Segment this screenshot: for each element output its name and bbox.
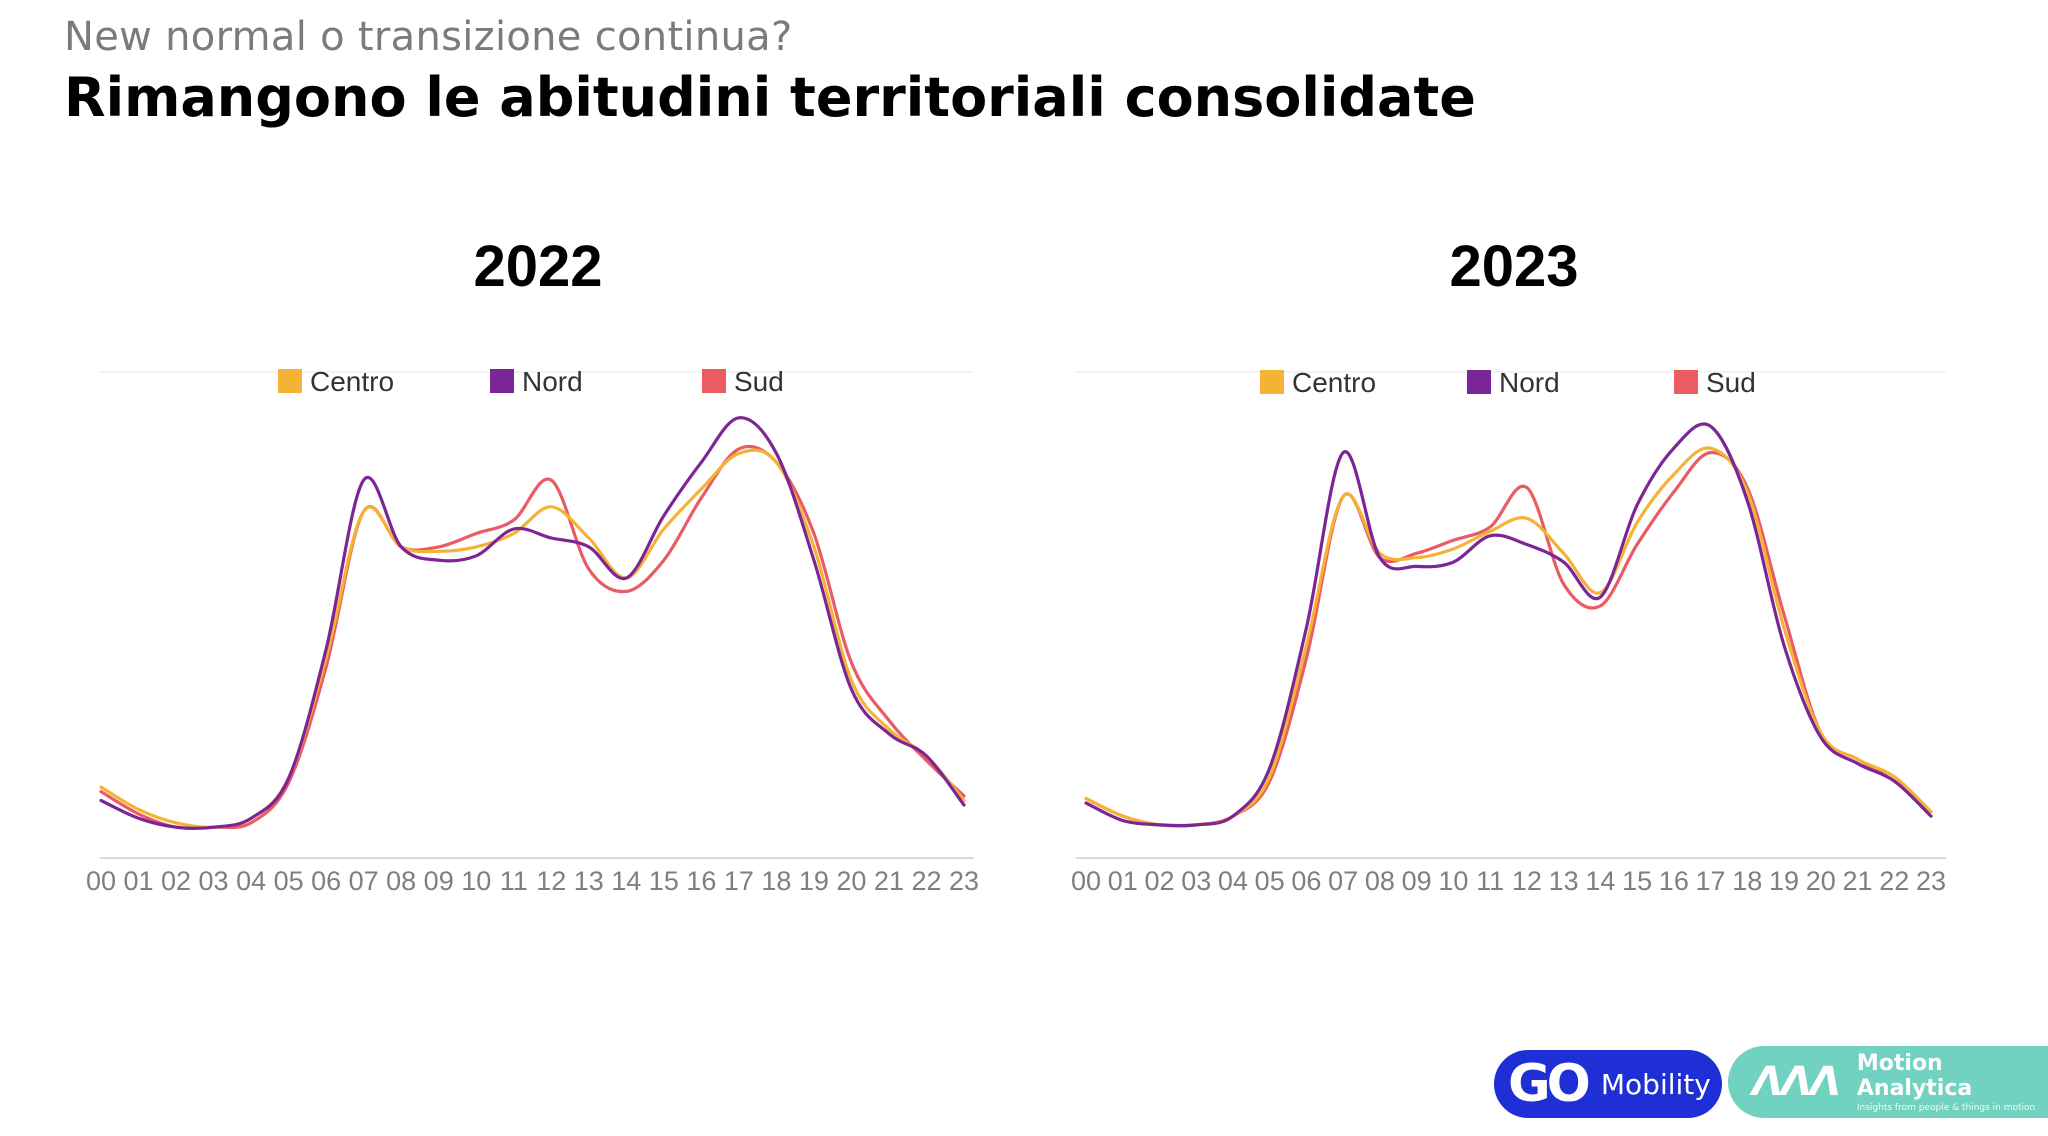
x-tick-label: 19	[799, 866, 829, 896]
motion-analytica-logo-mark: ΛΛΛ	[1752, 1059, 1841, 1105]
x-tick-label: 12	[1512, 866, 1542, 896]
x-tick-label: 08	[1365, 866, 1395, 896]
x-tick-label: 13	[574, 866, 604, 896]
x-tick-label: 04	[236, 866, 266, 896]
x-tick-label: 00	[1071, 866, 1101, 896]
go-mobility-logo: GO Mobility	[1494, 1050, 1722, 1118]
legend-swatch-nord	[490, 369, 514, 393]
x-tick-label: 05	[1255, 866, 1285, 896]
x-tick-label: 09	[1402, 866, 1432, 896]
x-tick-label: 11	[1476, 866, 1504, 896]
chart-title: 2023	[1449, 234, 1578, 299]
x-tick-label: 17	[1696, 866, 1726, 896]
x-tick-label: 14	[1585, 866, 1615, 896]
slide-title: Rimangono le abitudini territoriali cons…	[64, 66, 1476, 129]
legend-swatch-centro	[1260, 370, 1284, 394]
x-tick-label: 16	[686, 866, 716, 896]
motion-analytica-title: Motion Analytica	[1856, 1051, 1973, 1101]
legend-label-nord: Nord	[522, 366, 583, 397]
x-tick-label: 22	[1879, 866, 1909, 896]
motion-analytica-logo: ΛΛΛ Motion Analytica Insights from peopl…	[1728, 1046, 2048, 1118]
x-tick-label: 06	[1291, 866, 1321, 896]
x-tick-label: 07	[349, 866, 379, 896]
x-tick-label: 15	[649, 866, 679, 896]
legend-label-centro: Centro	[1292, 367, 1376, 398]
legend-swatch-nord	[1467, 370, 1491, 394]
x-tick-label: 21	[874, 866, 904, 896]
x-tick-label: 02	[1144, 866, 1174, 896]
x-tick-label: 00	[86, 866, 116, 896]
x-tick-label: 04	[1218, 866, 1248, 896]
chart-title: 2022	[473, 234, 602, 299]
series-line-nord	[99, 416, 966, 830]
x-tick-label: 15	[1622, 866, 1652, 896]
x-tick-label: 06	[311, 866, 341, 896]
legend-label-centro: Centro	[310, 366, 394, 397]
x-tick-label: 09	[424, 866, 454, 896]
go-logo-mark: GO	[1508, 1054, 1591, 1114]
x-tick-label: 20	[1806, 866, 1836, 896]
series-line-sud	[1084, 450, 1933, 828]
x-tick-label: 21	[1842, 866, 1872, 896]
x-tick-label: 11	[500, 866, 528, 896]
x-tick-label: 10	[1438, 866, 1468, 896]
x-tick-label: 02	[161, 866, 191, 896]
slide-subtitle: New normal o transizione continua?	[64, 14, 793, 60]
x-tick-label: 10	[461, 866, 491, 896]
x-tick-label: 18	[761, 866, 791, 896]
x-tick-label: 01	[123, 866, 153, 896]
x-tick-label: 07	[1328, 866, 1358, 896]
x-tick-label: 14	[611, 866, 641, 896]
x-tick-label: 03	[199, 866, 229, 896]
x-tick-label: 19	[1769, 866, 1799, 896]
x-tick-label: 12	[536, 866, 566, 896]
x-tick-label: 20	[836, 866, 866, 896]
x-tick-label: 13	[1549, 866, 1579, 896]
legend-swatch-sud	[1674, 370, 1698, 394]
x-tick-label: 16	[1659, 866, 1689, 896]
x-tick-label: 05	[274, 866, 304, 896]
legend-swatch-sud	[702, 369, 726, 393]
motion-analytica-name: Motion Analytica Insights from people & …	[1857, 1051, 2048, 1113]
x-tick-label: 23	[1916, 866, 1946, 896]
go-logo-text: Mobility	[1600, 1067, 1711, 1101]
x-tick-label: 22	[911, 866, 941, 896]
legend-swatch-centro	[278, 369, 302, 393]
series-line-nord	[1084, 422, 1933, 828]
x-tick-label: 23	[949, 866, 979, 896]
x-tick-label: 18	[1732, 866, 1762, 896]
series-line-centro	[1084, 446, 1933, 828]
legend-label-sud: Sud	[734, 366, 784, 397]
legend-label-sud: Sud	[1706, 367, 1756, 398]
x-tick-label: 17	[724, 866, 754, 896]
motion-analytica-tagline: Insights from people & things in motion	[1856, 1103, 2036, 1113]
series-line-sud	[99, 444, 966, 830]
x-tick-label: 01	[1108, 866, 1138, 896]
x-tick-label: 03	[1181, 866, 1211, 896]
legend-label-nord: Nord	[1499, 367, 1560, 398]
x-tick-label: 08	[386, 866, 416, 896]
